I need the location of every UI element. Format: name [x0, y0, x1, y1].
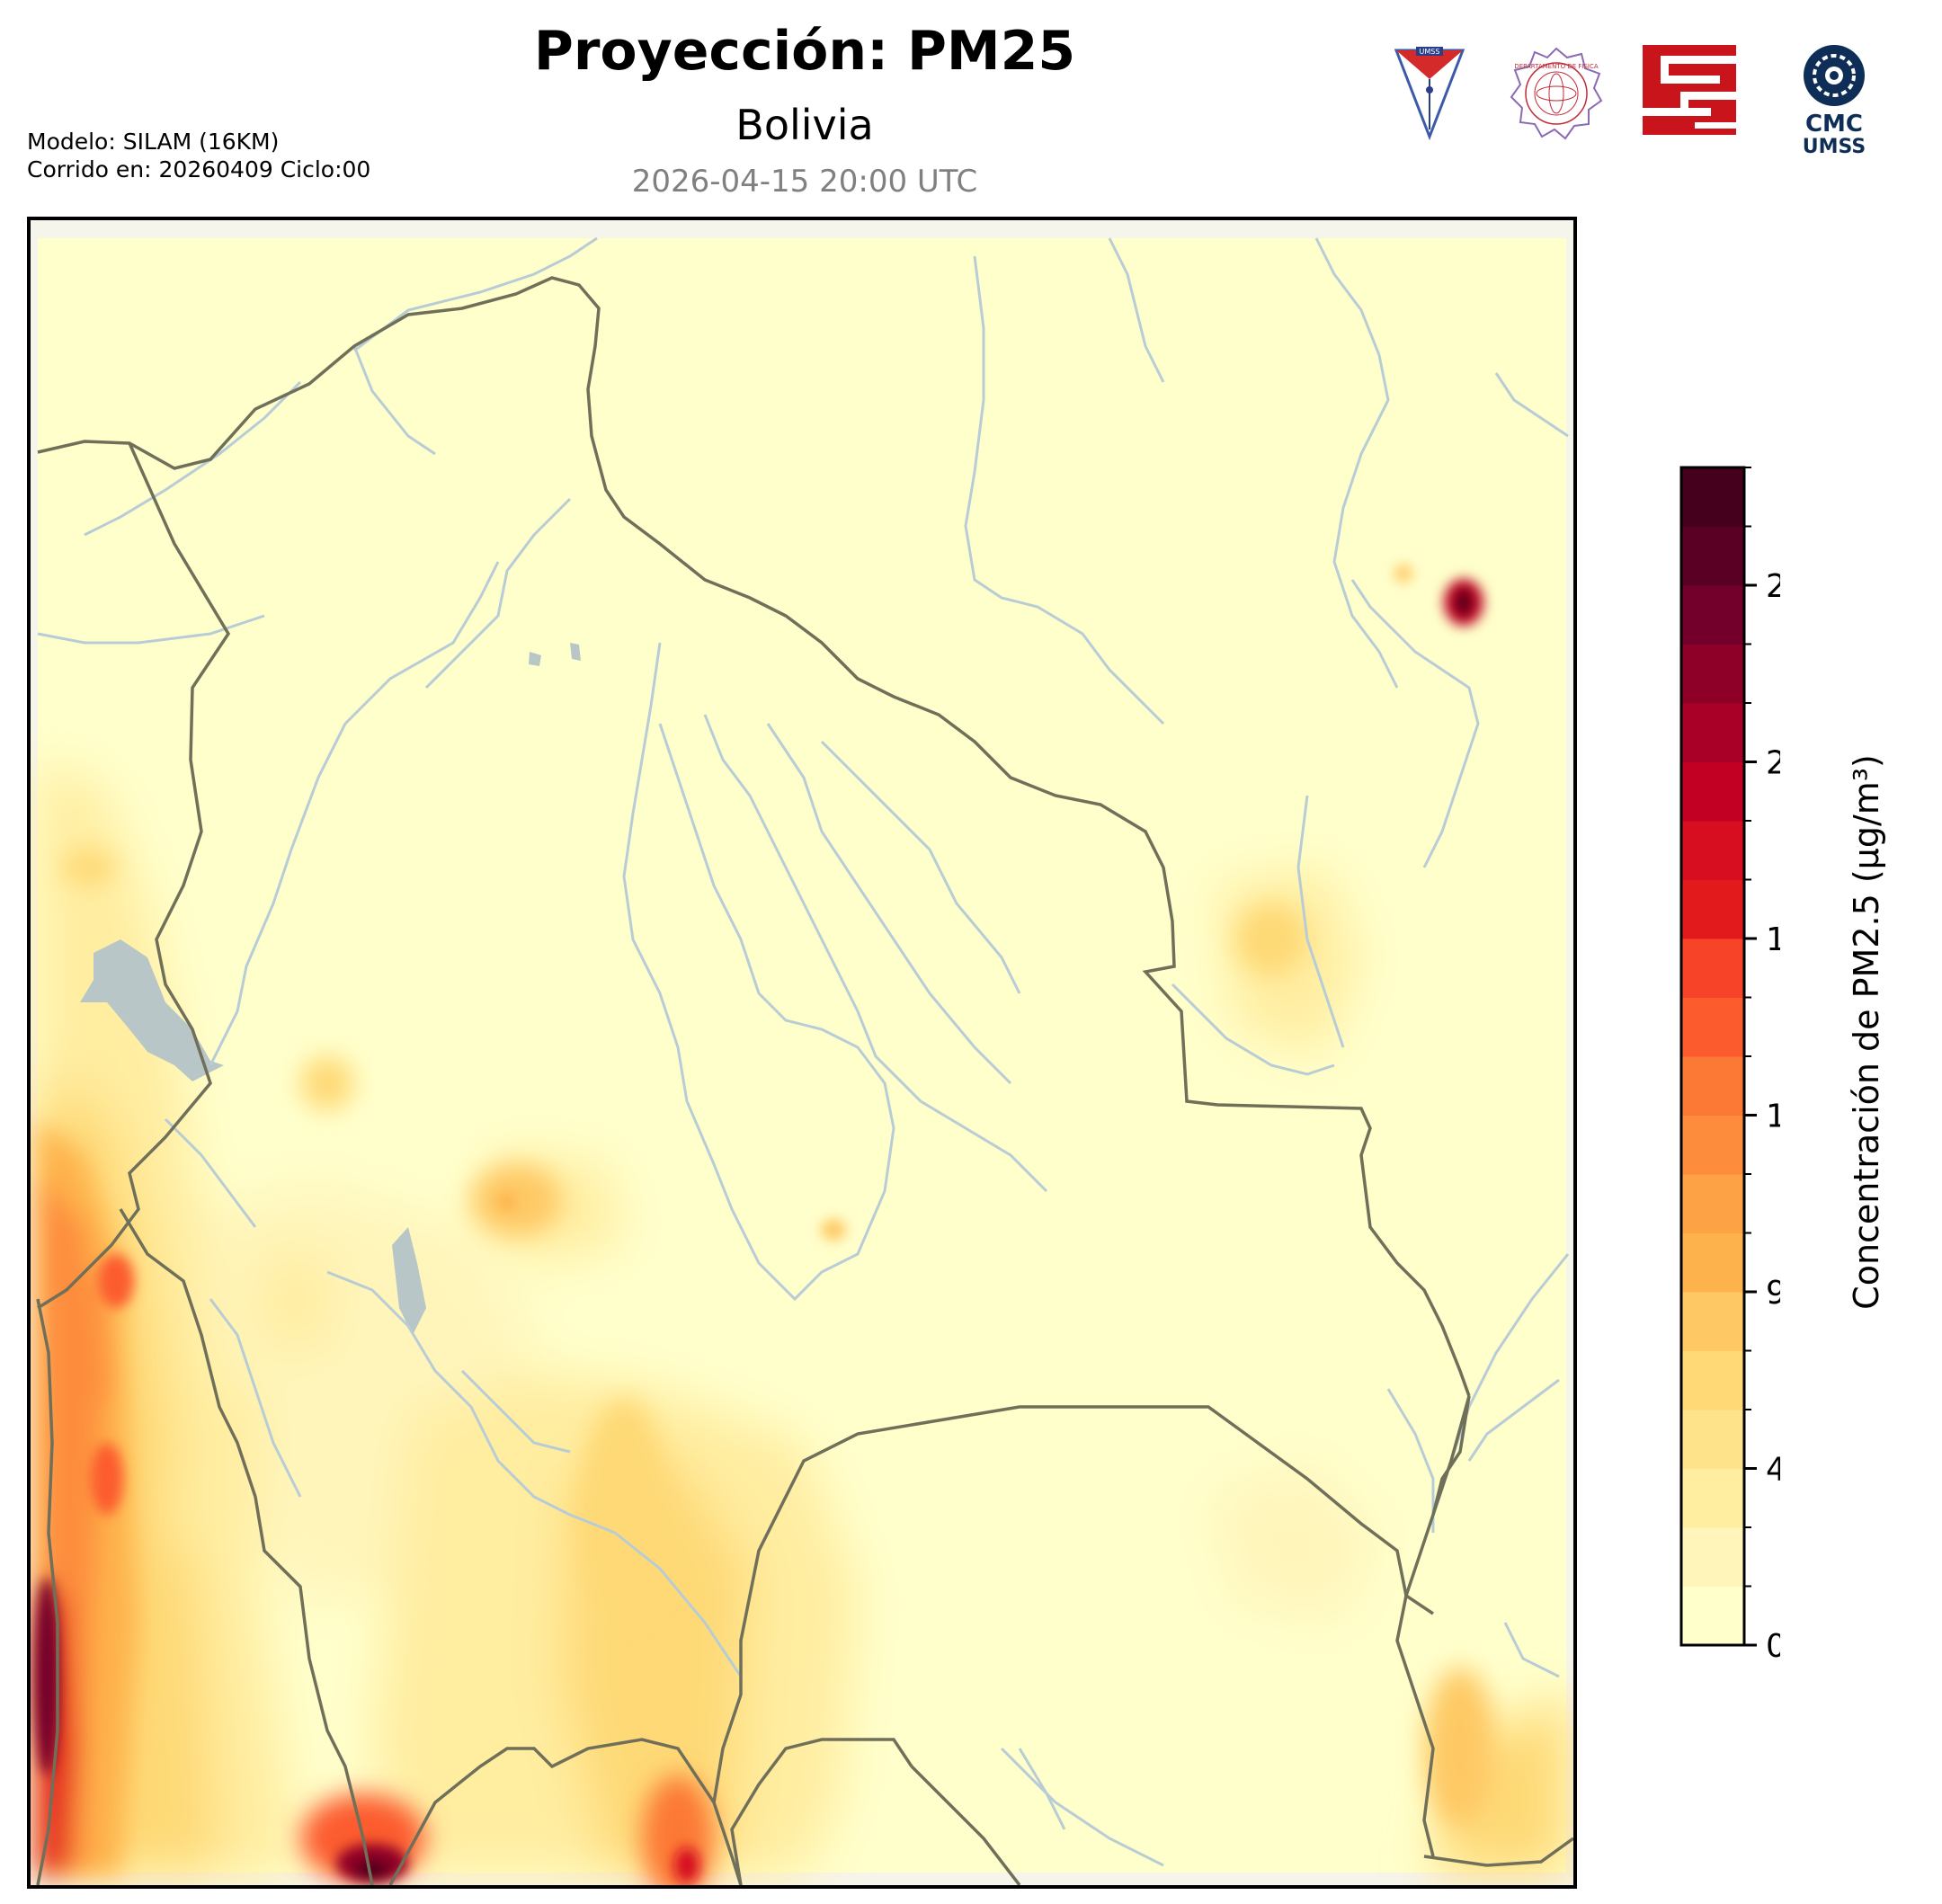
colorbar-level — [1681, 1350, 1744, 1410]
colorbar-label: Concentración de PM2.5 (µg/m³) — [1847, 754, 1886, 1310]
colorbar-tick-label: 22.5 — [1766, 745, 1780, 782]
bolivia-paraguay-brazil-border — [1403, 1395, 1471, 1615]
colorbar-level — [1681, 1468, 1744, 1528]
border-segment — [910, 1765, 1021, 1885]
colorbar-level — [1681, 1292, 1744, 1351]
lakes — [80, 643, 581, 1335]
colorbar-level — [1681, 1056, 1744, 1116]
lake-titicaca — [80, 939, 224, 1081]
colorbar-level — [1681, 585, 1744, 645]
run-info-line: Corrido en: 20260409 Ciclo:00 — [27, 156, 371, 182]
paraguay-brazil-border — [1395, 1595, 1435, 1857]
colorbar-level — [1681, 939, 1744, 998]
fisica-logo-text: DEPARTAMENTO DE FISICA — [1514, 63, 1598, 70]
colorbar-level — [1681, 644, 1744, 704]
bolivia-paraguay-border — [712, 1405, 1408, 1803]
colorbar-level — [1681, 997, 1744, 1057]
departamento-de-fisica-seal-logo: DEPARTAMENTO DE FISICA — [1510, 47, 1603, 140]
map-subtitle: Bolivia — [735, 101, 874, 149]
model-info-line: Modelo: SILAM (16KM) — [27, 129, 280, 155]
country-borders — [36, 276, 1573, 1885]
cmc-logo-text: CMC — [1805, 111, 1863, 138]
colorbar-level — [1681, 1232, 1744, 1293]
model-info: Modelo: SILAM (16KM) Corrido en: 2026040… — [27, 128, 370, 183]
pm25-plumes-mid — [38, 850, 1496, 1885]
colorbar-level — [1681, 1527, 1744, 1587]
small-lake — [529, 652, 541, 666]
institution-logos: UMSS DEPARTAMENTO DE FISICA CMC UMSS — [1380, 43, 1884, 160]
colorbar-level — [1681, 1586, 1744, 1646]
colorbar-level — [1681, 1410, 1744, 1469]
pm25-hotspots — [34, 565, 1483, 1883]
colorbar-level — [1681, 1115, 1744, 1175]
colorbar-level — [1681, 1174, 1744, 1233]
colorbar-tick-label: 18.0 — [1766, 921, 1780, 958]
colorbar-tick-label: 4.5 — [1766, 1452, 1780, 1489]
cmc-umss-logo: CMC UMSS — [1803, 45, 1866, 158]
colorbar-tick-label: 27.0 — [1766, 568, 1780, 605]
bolivia-argentina-border — [388, 1738, 743, 1885]
border-segment — [1431, 1395, 1471, 1516]
colorbar: 0.0 4.5 9.0 13.5 18.0 22.5 27.0 — [1679, 466, 1780, 1665]
pm25-map — [27, 217, 1577, 1889]
map-title: Proyección: PM25 — [533, 20, 1076, 83]
colorbar-level — [1681, 467, 1744, 527]
colorbar-tick-label: 9.0 — [1766, 1275, 1780, 1312]
colorbar-ticks: 0.0 4.5 9.0 13.5 18.0 22.5 27.0 — [1744, 467, 1780, 1665]
colorbar-level — [1681, 761, 1744, 822]
colorbar-levels — [1681, 467, 1744, 1646]
colorbar-level — [1681, 526, 1744, 586]
argentina-brazil-border — [1423, 1837, 1573, 1867]
colorbar-level — [1681, 879, 1744, 939]
forecast-datetime: 2026-04-15 20:00 UTC — [631, 164, 978, 200]
bolivia-argentina-border-east — [730, 1738, 913, 1885]
bolivia-chile-border — [119, 1208, 374, 1885]
small-lake — [570, 643, 581, 661]
chile-coast — [36, 1298, 59, 1885]
bolivia-border-north-east — [37, 276, 1471, 1397]
map-canvas — [34, 236, 1573, 1885]
colorbar-tick-label: 0.0 — [1766, 1628, 1780, 1665]
lake-poopo — [392, 1227, 426, 1335]
red-fret-logo — [1643, 45, 1736, 135]
umss-logo-subtext: UMSS — [1803, 136, 1866, 158]
umss-logo-text: UMSS — [1420, 48, 1440, 56]
colorbar-level — [1681, 703, 1744, 762]
colorbar-tick-label: 13.5 — [1766, 1099, 1780, 1135]
umss-shield-logo: UMSS — [1394, 47, 1465, 141]
colorbar-level — [1681, 821, 1744, 880]
